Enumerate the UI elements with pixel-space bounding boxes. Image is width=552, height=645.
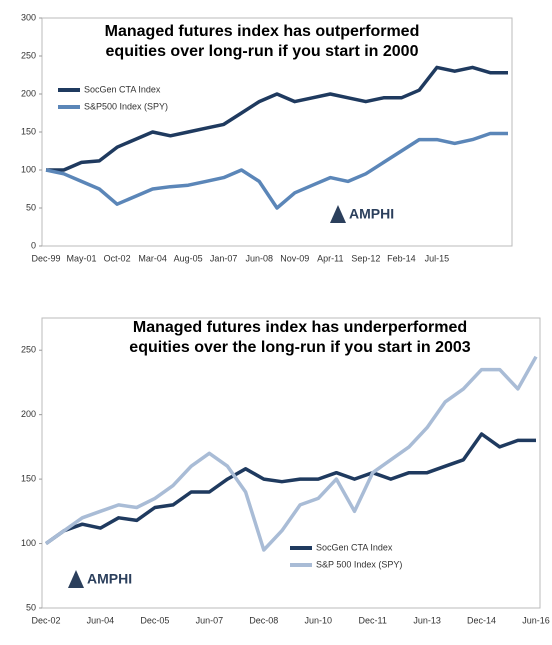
series-line bbox=[44, 355, 538, 552]
y-tick-label: 200 bbox=[21, 409, 36, 419]
legend-label: SocGen CTA Index bbox=[316, 542, 393, 552]
x-tick-label: Jun-04 bbox=[87, 615, 115, 625]
y-tick-label: 0 bbox=[31, 240, 36, 250]
y-tick-label: 50 bbox=[26, 202, 36, 212]
x-tick-label: Jan-07 bbox=[210, 253, 238, 263]
x-tick-label: Dec-08 bbox=[249, 615, 278, 625]
x-tick-label: Dec-14 bbox=[467, 615, 496, 625]
y-tick-label: 100 bbox=[21, 538, 36, 548]
y-tick-label: 150 bbox=[21, 126, 36, 136]
x-tick-label: Jul-15 bbox=[425, 253, 450, 263]
y-tick-label: 150 bbox=[21, 473, 36, 483]
series-line bbox=[46, 65, 508, 172]
x-tick-label: Apr-11 bbox=[317, 253, 343, 263]
x-tick-label: May-01 bbox=[67, 253, 97, 263]
logo-text: AMPHI bbox=[87, 571, 132, 587]
x-tick-label: Dec-99 bbox=[31, 253, 60, 263]
x-tick-label: Aug-05 bbox=[174, 253, 203, 263]
x-tick-label: Jun-08 bbox=[245, 253, 273, 263]
x-tick-label: Jun-10 bbox=[304, 615, 332, 625]
x-tick-label: Jun-13 bbox=[413, 615, 441, 625]
y-tick-label: 300 bbox=[21, 12, 36, 22]
chart-title: Managed futures index has outperformed eq… bbox=[105, 23, 420, 60]
y-tick-label: 200 bbox=[21, 88, 36, 98]
x-tick-label: Jun-07 bbox=[196, 615, 224, 625]
x-tick-label: Oct-02 bbox=[104, 253, 131, 263]
legend-label: S&P500 Index (SPY) bbox=[84, 101, 168, 111]
plot-frame bbox=[41, 317, 541, 609]
x-tick-label: Dec-11 bbox=[358, 615, 386, 625]
legend-label: S&P 500 Index (SPY) bbox=[316, 559, 402, 569]
series-line bbox=[44, 432, 536, 546]
series-line bbox=[45, 131, 508, 210]
logo-mark bbox=[330, 205, 346, 223]
y-tick-label: 250 bbox=[21, 50, 36, 60]
x-tick-label: Dec-02 bbox=[31, 615, 60, 625]
x-tick-label: Mar-04 bbox=[138, 253, 167, 263]
y-tick-label: 250 bbox=[21, 345, 36, 355]
x-tick-label: Dec-05 bbox=[140, 615, 169, 625]
chart-title: Managed futures index has underperformed… bbox=[129, 319, 471, 356]
x-tick-label: Jun-16 bbox=[522, 615, 550, 625]
y-tick-label: 100 bbox=[21, 164, 36, 174]
y-tick-label: 50 bbox=[26, 602, 36, 612]
x-tick-label: Sep-12 bbox=[351, 253, 380, 263]
x-tick-label: Nov-09 bbox=[280, 253, 309, 263]
legend-label: SocGen CTA Index bbox=[84, 84, 161, 94]
x-tick-label: Feb-14 bbox=[387, 253, 416, 263]
logo-text: AMPHI bbox=[349, 206, 394, 222]
logo-mark bbox=[68, 570, 84, 588]
